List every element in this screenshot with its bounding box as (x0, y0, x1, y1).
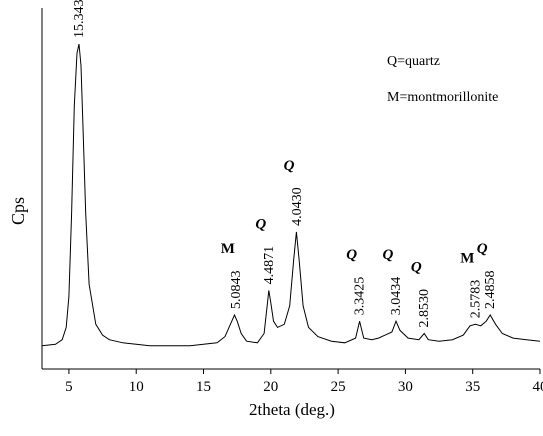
x-tick-label: 30 (398, 379, 413, 395)
peak-phase-label: Q (255, 216, 266, 232)
peak-phase-label: M (221, 241, 235, 257)
peak-annotations: M 15.3430 M 5.0843 Q 4.4871 Q 4.0430 Q 3.3425 Q 3.0… (72, 0, 498, 328)
x-tick-label: 35 (465, 379, 480, 395)
legend-entry-montmorillonite: M=montmorillonite (387, 90, 499, 105)
peak-d-spacing-label: 4.4871 (262, 246, 277, 285)
peak-d-spacing-label: 2.4858 (483, 271, 498, 310)
peak-phase-label: M (460, 250, 474, 266)
peak-d-spacing-label: 2.8530 (417, 289, 432, 328)
x-ticks: 5 10 15 20 25 30 35 40 (65, 369, 543, 395)
peak-d-spacing-label: 3.0434 (389, 277, 404, 316)
peak-phase-label: Q (284, 158, 295, 174)
peak-phase-label: Q (411, 260, 422, 276)
x-tick-label: 5 (65, 379, 73, 395)
legend-entry-quartz: Q=quartz (387, 54, 440, 69)
x-axis-label: 2theta (deg.) (249, 400, 335, 419)
peak-d-spacing-label: 15.3430 (72, 0, 87, 38)
x-tick-label: 40 (533, 379, 543, 395)
peak-phase-label: Q (383, 247, 394, 263)
x-tick-label: 25 (331, 379, 346, 395)
peak-d-spacing-label: 4.0430 (290, 187, 305, 226)
peak-phase-label: Q (346, 247, 357, 263)
axes (41, 8, 540, 370)
series-layer (41, 43, 541, 347)
peak-phase-label: Q (477, 241, 488, 257)
peak-d-spacing-label: 5.0843 (229, 271, 244, 310)
y-axis-label: Cps (8, 197, 28, 225)
series-line-0 (41, 43, 541, 347)
peak-d-spacing-label: 2.5783 (468, 280, 483, 319)
x-tick-label: 15 (196, 379, 211, 395)
x-tick-label: 20 (263, 379, 278, 395)
peak-d-spacing-label: 3.3425 (353, 277, 368, 316)
x-tick-label: 10 (129, 379, 144, 395)
